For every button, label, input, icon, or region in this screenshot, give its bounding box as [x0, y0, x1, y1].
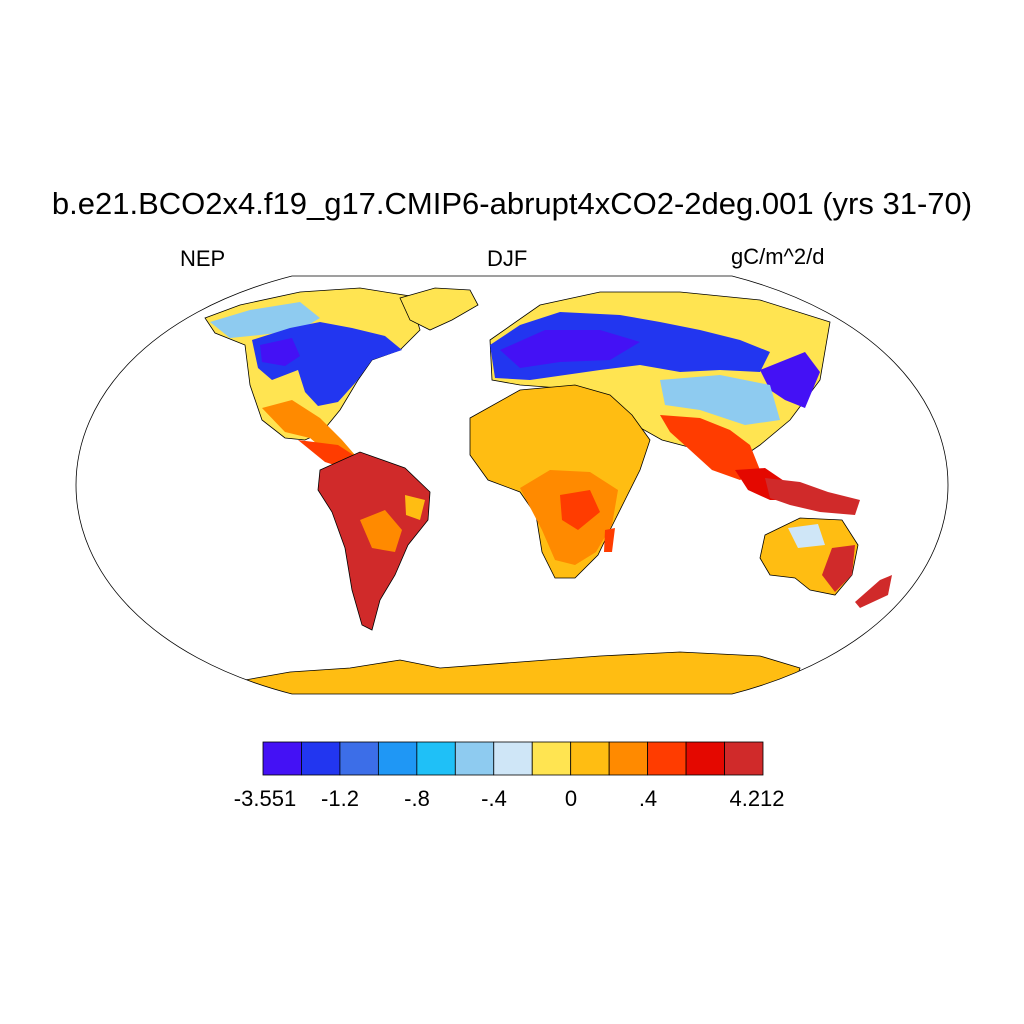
madagascar — [604, 528, 615, 552]
colorbar-swatch — [493, 741, 533, 776]
amazon-patch — [360, 510, 402, 552]
europe-deep-uptake — [500, 330, 640, 368]
maritime-continent-region — [765, 478, 860, 515]
colorbar-tick-label: 0 — [564, 786, 578, 811]
north-america-deep-uptake — [260, 338, 300, 366]
new-zealand — [855, 575, 892, 608]
east-asia-uptake — [760, 352, 820, 408]
antarctica-region — [239, 651, 801, 694]
colorbar-swatch — [724, 741, 764, 776]
globe-outline — [75, 275, 949, 695]
season-label: DJF — [487, 246, 528, 271]
colorbar-swatch — [608, 741, 649, 776]
mexico-region — [262, 400, 355, 455]
central-asia-light-band — [660, 375, 780, 425]
colorbar-tick-label: .4 — [638, 786, 658, 811]
units-label: gC/m^2/d — [731, 244, 825, 269]
colorbar-tick-label: 4.212 — [729, 786, 785, 811]
colorbar-tick-label: -.8 — [404, 786, 430, 811]
colorbar — [262, 741, 764, 776]
colorbar-swatch — [685, 741, 725, 776]
colorbar-swatch — [531, 741, 572, 776]
colorbar-swatch — [301, 741, 341, 776]
colorbar-tick-label: -.4 — [481, 786, 507, 811]
colorbar-swatch — [416, 741, 456, 776]
south-asia-region — [660, 415, 760, 480]
colorbar-swatch — [570, 741, 610, 776]
colorbar-swatch — [647, 741, 687, 776]
colorbar-swatch — [339, 741, 379, 776]
colorbar-swatch — [377, 741, 418, 776]
colorbar-swatch — [454, 741, 495, 776]
variable-label: NEP — [180, 246, 226, 271]
australia-east-patch — [822, 545, 855, 592]
greenland — [399, 287, 479, 331]
australia-north-patch — [788, 524, 825, 548]
colorbar-tick-label: -3.551 — [233, 786, 297, 811]
colorbar-swatch — [262, 741, 302, 776]
land-fields — [204, 287, 892, 694]
map-title: b.e21.BCO2x4.f19_g17.CMIP6-abrupt4xCO2-2… — [51, 186, 973, 221]
brazil-east-patch — [405, 495, 425, 520]
colorbar-tick-label: -1.2 — [321, 786, 359, 811]
congo-patch — [560, 490, 600, 530]
